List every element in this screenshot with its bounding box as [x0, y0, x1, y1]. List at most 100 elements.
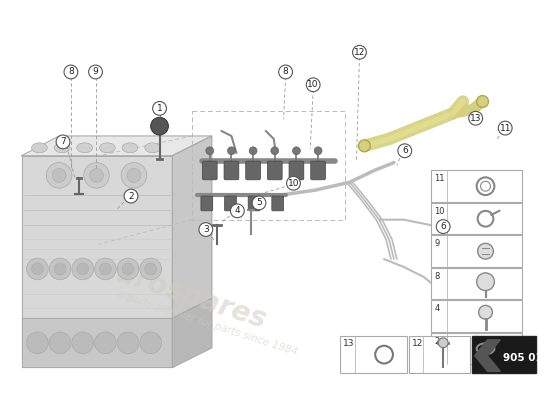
FancyBboxPatch shape	[224, 161, 239, 180]
Circle shape	[153, 102, 167, 115]
Circle shape	[140, 332, 162, 354]
Text: 1: 1	[157, 104, 162, 113]
Text: 7: 7	[60, 137, 66, 146]
Circle shape	[100, 263, 111, 275]
Circle shape	[477, 273, 494, 291]
Ellipse shape	[145, 143, 161, 153]
Polygon shape	[21, 136, 212, 156]
Circle shape	[56, 135, 70, 149]
Circle shape	[72, 258, 94, 280]
Ellipse shape	[100, 143, 115, 153]
Circle shape	[122, 263, 134, 275]
Circle shape	[54, 263, 66, 275]
Polygon shape	[172, 298, 212, 368]
FancyBboxPatch shape	[431, 236, 522, 267]
Circle shape	[140, 258, 162, 280]
Text: a parts supplier for parts since 1984: a parts supplier for parts since 1984	[116, 289, 298, 357]
FancyBboxPatch shape	[202, 161, 217, 180]
Text: 10: 10	[307, 80, 319, 89]
FancyBboxPatch shape	[431, 300, 522, 332]
Circle shape	[46, 162, 72, 188]
Circle shape	[26, 332, 48, 354]
Polygon shape	[21, 318, 172, 368]
Circle shape	[124, 189, 138, 203]
FancyBboxPatch shape	[311, 161, 326, 180]
Circle shape	[353, 45, 366, 59]
Circle shape	[498, 121, 512, 135]
FancyBboxPatch shape	[431, 333, 522, 364]
Circle shape	[252, 196, 266, 210]
Circle shape	[438, 338, 448, 348]
Text: 11: 11	[499, 124, 511, 133]
Circle shape	[477, 243, 493, 259]
Polygon shape	[172, 136, 212, 318]
Circle shape	[117, 258, 139, 280]
Circle shape	[50, 258, 71, 280]
FancyBboxPatch shape	[431, 268, 522, 300]
Text: 3: 3	[203, 225, 208, 234]
Circle shape	[72, 332, 94, 354]
Circle shape	[287, 176, 300, 190]
Circle shape	[477, 96, 488, 108]
Ellipse shape	[122, 143, 138, 153]
Circle shape	[249, 147, 257, 155]
Circle shape	[117, 332, 139, 354]
Circle shape	[89, 65, 102, 79]
Polygon shape	[475, 340, 500, 371]
Circle shape	[206, 147, 214, 155]
FancyBboxPatch shape	[248, 196, 260, 211]
Circle shape	[271, 147, 279, 155]
Text: 12: 12	[411, 339, 423, 348]
Circle shape	[26, 258, 48, 280]
Circle shape	[306, 78, 320, 92]
Text: 10: 10	[288, 179, 299, 188]
Text: 11: 11	[434, 174, 445, 183]
Circle shape	[436, 220, 450, 234]
Text: 10: 10	[434, 207, 445, 216]
FancyBboxPatch shape	[267, 161, 282, 180]
Circle shape	[199, 223, 213, 236]
Circle shape	[31, 263, 43, 275]
Text: 2: 2	[434, 337, 439, 346]
FancyBboxPatch shape	[431, 170, 522, 202]
Circle shape	[279, 65, 293, 79]
Circle shape	[314, 147, 322, 155]
Ellipse shape	[54, 143, 70, 153]
FancyBboxPatch shape	[431, 203, 522, 234]
Circle shape	[478, 305, 492, 319]
Text: eurospares: eurospares	[95, 253, 270, 334]
FancyBboxPatch shape	[224, 196, 236, 211]
Text: 9: 9	[434, 239, 439, 248]
FancyBboxPatch shape	[201, 196, 213, 211]
FancyBboxPatch shape	[289, 161, 304, 180]
Circle shape	[359, 140, 370, 152]
Circle shape	[127, 168, 141, 182]
Circle shape	[398, 144, 411, 158]
Circle shape	[64, 65, 78, 79]
Circle shape	[90, 168, 103, 182]
Text: 13: 13	[343, 339, 354, 348]
Circle shape	[95, 332, 116, 354]
Text: 8: 8	[283, 68, 288, 76]
Circle shape	[84, 162, 109, 188]
Circle shape	[230, 204, 244, 218]
Text: 2: 2	[128, 192, 134, 200]
Circle shape	[445, 226, 457, 238]
Text: 8: 8	[68, 68, 74, 76]
Ellipse shape	[77, 143, 92, 153]
Circle shape	[121, 162, 147, 188]
Ellipse shape	[31, 143, 47, 153]
FancyBboxPatch shape	[246, 161, 261, 180]
Text: 6: 6	[441, 222, 446, 231]
Text: 5: 5	[256, 198, 262, 208]
Text: 8: 8	[434, 272, 439, 281]
Circle shape	[52, 168, 66, 182]
Polygon shape	[21, 156, 172, 318]
Text: 4: 4	[434, 304, 439, 313]
Text: 13: 13	[470, 114, 481, 123]
Text: 4: 4	[234, 206, 240, 215]
FancyBboxPatch shape	[409, 336, 470, 373]
Text: 12: 12	[354, 48, 365, 57]
Circle shape	[228, 147, 235, 155]
Circle shape	[145, 263, 157, 275]
